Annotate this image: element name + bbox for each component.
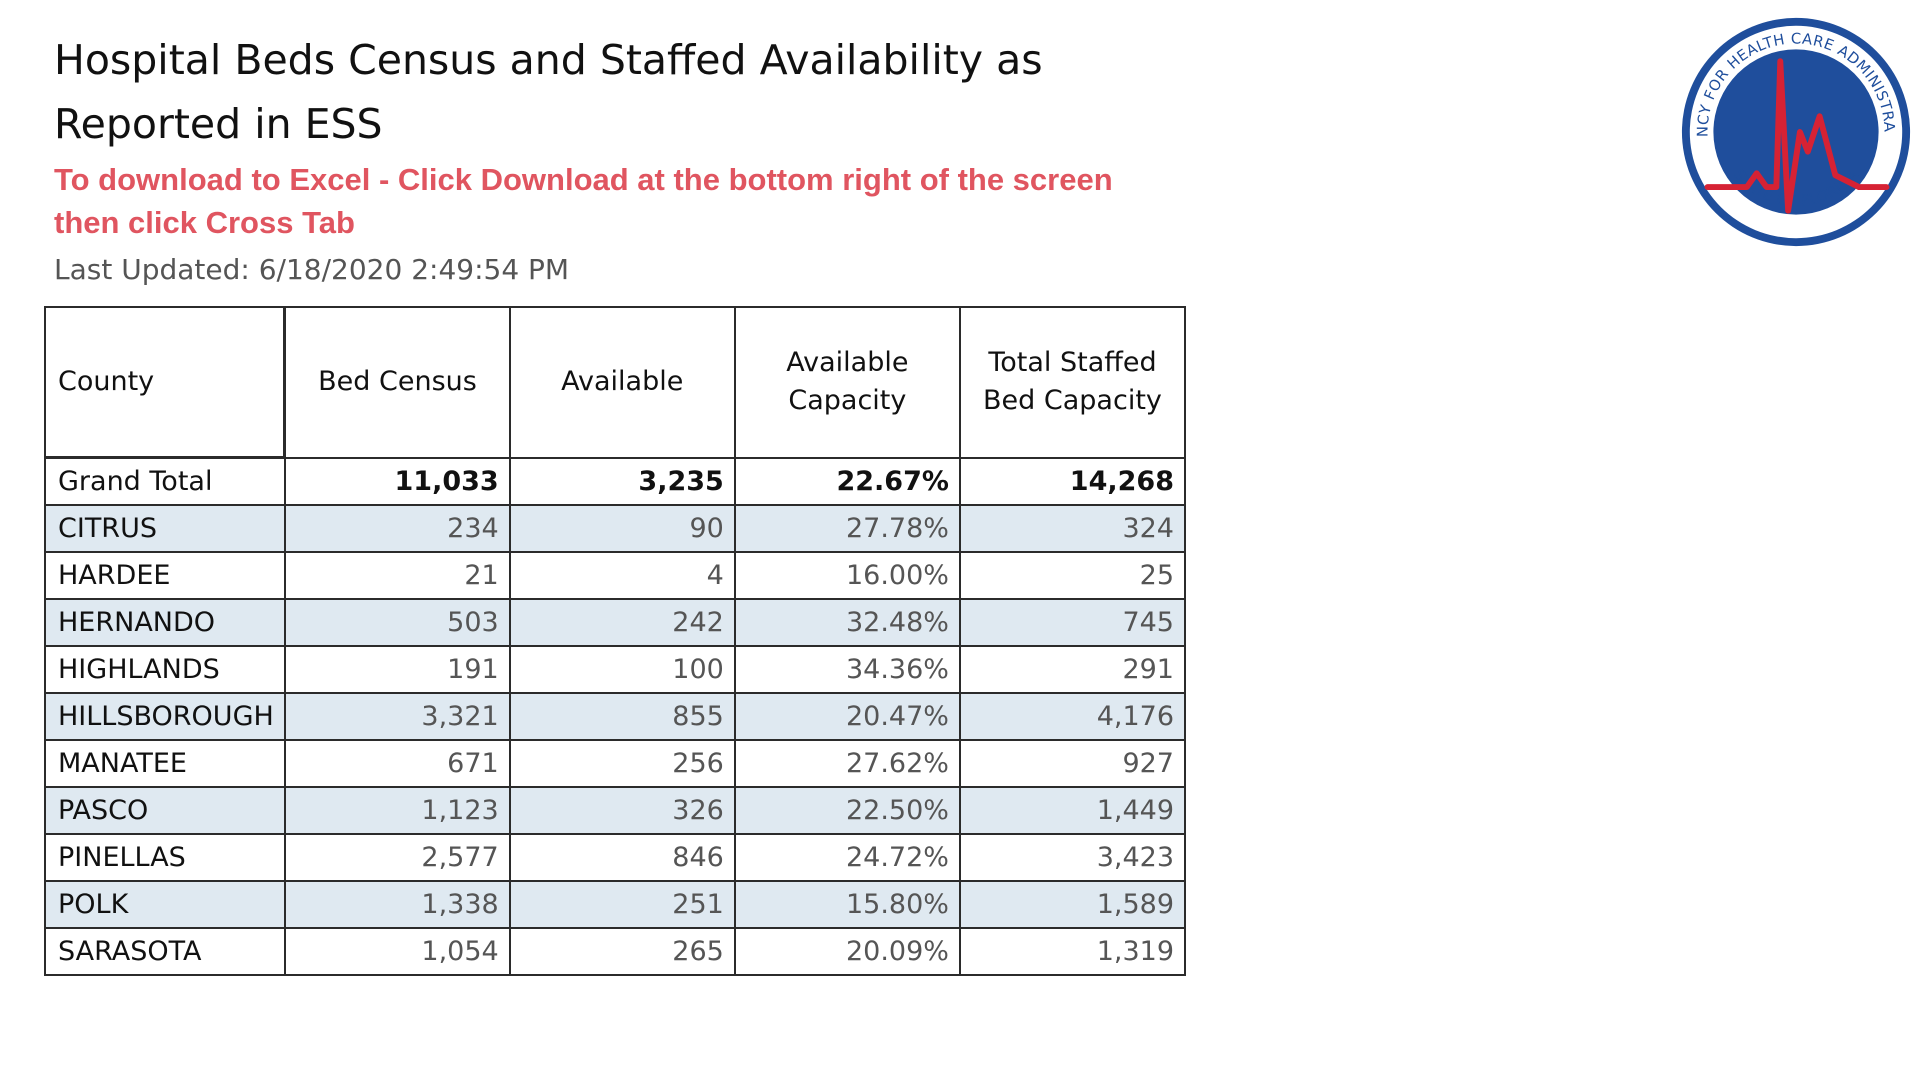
column-header-available-capacity-line2: Capacity [788, 385, 907, 417]
cell-bed-census: 1,123 [283, 786, 511, 835]
column-header-bed-census[interactable]: Bed Census [283, 306, 511, 459]
cell-available-capacity: 24.72% [733, 833, 961, 882]
cell-county: PASCO [44, 786, 286, 835]
column-header-county[interactable]: County [44, 306, 287, 459]
cell-county: HILLSBOROUGH [44, 692, 286, 741]
table-row-grand-total: Grand Total 11,033 3,235 22.67% 14,268 [44, 456, 1187, 506]
cell-available: 3,235 [508, 456, 736, 506]
table-header-row: County Bed Census Available Available Ca… [44, 306, 1187, 459]
cell-bed-census: 1,338 [283, 880, 511, 929]
cell-available-capacity: 32.48% [733, 598, 961, 647]
cell-total-staffed: 1,589 [958, 880, 1187, 929]
cell-total-staffed: 291 [958, 645, 1187, 694]
column-header-available[interactable]: Available [508, 306, 736, 459]
column-header-total-staffed-bed-capacity[interactable]: Total Staffed Bed Capacity [958, 306, 1187, 459]
cell-available: 242 [508, 598, 736, 647]
table-row: HIGHLANDS 191 100 34.36% 291 [44, 645, 1187, 694]
cell-bed-census: 3,321 [283, 692, 511, 741]
cell-available-capacity: 27.78% [733, 504, 961, 553]
cell-total-staffed: 4,176 [958, 692, 1187, 741]
table-row: PINELLAS 2,577 846 24.72% 3,423 [44, 833, 1187, 882]
cell-available: 855 [508, 692, 736, 741]
bed-census-table: County Bed Census Available Available Ca… [44, 306, 1187, 976]
cell-available-capacity: 27.62% [733, 739, 961, 788]
cell-bed-census: 503 [283, 598, 511, 647]
cell-total-staffed: 324 [958, 504, 1187, 553]
column-header-available-capacity-line1: Available [786, 347, 909, 379]
cell-county: MANATEE [44, 739, 286, 788]
cell-available-capacity: 16.00% [733, 551, 961, 600]
column-header-total-staffed-line2: Bed Capacity [983, 385, 1162, 417]
cell-total-staffed: 14,268 [958, 456, 1187, 506]
cell-total-staffed: 25 [958, 551, 1187, 600]
cell-county: Grand Total [44, 456, 286, 506]
cell-available: 326 [508, 786, 736, 835]
table-row: POLK 1,338 251 15.80% 1,589 [44, 880, 1187, 929]
cell-total-staffed: 927 [958, 739, 1187, 788]
table-row: CITRUS 234 90 27.78% 324 [44, 504, 1187, 553]
cell-bed-census: 671 [283, 739, 511, 788]
column-header-available-capacity[interactable]: Available Capacity [733, 306, 961, 459]
cell-available: 256 [508, 739, 736, 788]
cell-total-staffed: 1,319 [958, 927, 1187, 976]
cell-bed-census: 11,033 [283, 456, 511, 506]
cell-total-staffed: 1,449 [958, 786, 1187, 835]
cell-available-capacity: 20.47% [733, 692, 961, 741]
table-row: HILLSBOROUGH 3,321 855 20.47% 4,176 [44, 692, 1187, 741]
last-updated-timestamp: Last Updated: 6/18/2020 2:49:54 PM [54, 253, 570, 286]
cell-bed-census: 2,577 [283, 833, 511, 882]
cell-county: CITRUS [44, 504, 286, 553]
cell-county: PINELLAS [44, 833, 286, 882]
table-row: HARDEE 21 4 16.00% 25 [44, 551, 1187, 600]
cell-county: SARASOTA [44, 927, 286, 976]
cell-available: 846 [508, 833, 736, 882]
cell-bed-census: 191 [283, 645, 511, 694]
table-row: MANATEE 671 256 27.62% 927 [44, 739, 1187, 788]
cell-county: HERNANDO [44, 598, 286, 647]
cell-county: HARDEE [44, 551, 286, 600]
cell-county: HIGHLANDS [44, 645, 286, 694]
cell-bed-census: 234 [283, 504, 511, 553]
cell-available: 90 [508, 504, 736, 553]
table-row: PASCO 1,123 326 22.50% 1,449 [44, 786, 1187, 835]
cell-available: 100 [508, 645, 736, 694]
cell-available-capacity: 15.80% [733, 880, 961, 929]
page-header: Hospital Beds Census and Staffed Availab… [54, 28, 1254, 290]
cell-available: 265 [508, 927, 736, 976]
cell-available-capacity: 22.50% [733, 786, 961, 835]
cell-available: 251 [508, 880, 736, 929]
cell-total-staffed: 3,423 [958, 833, 1187, 882]
ahca-seal-logo: AGENCY FOR HEALTH CARE ADMINISTRATION ST… [1678, 14, 1911, 247]
column-header-total-staffed-line1: Total Staffed [988, 347, 1157, 379]
cell-total-staffed: 745 [958, 598, 1187, 647]
table-row: HERNANDO 503 242 32.48% 745 [44, 598, 1187, 647]
heartbeat-pulse-icon [1704, 58, 1890, 214]
cell-county: POLK [44, 880, 286, 929]
cell-bed-census: 1,054 [283, 927, 511, 976]
cell-available-capacity: 34.36% [733, 645, 961, 694]
download-instructions: To download to Excel - Click Download at… [54, 162, 1113, 240]
cell-available: 4 [508, 551, 736, 600]
table-row: SARASOTA 1,054 265 20.09% 1,319 [44, 927, 1187, 976]
page-title: Hospital Beds Census and Staffed Availab… [54, 36, 1043, 148]
cell-bed-census: 21 [283, 551, 511, 600]
cell-available-capacity: 20.09% [733, 927, 961, 976]
cell-available-capacity: 22.67% [733, 456, 961, 506]
